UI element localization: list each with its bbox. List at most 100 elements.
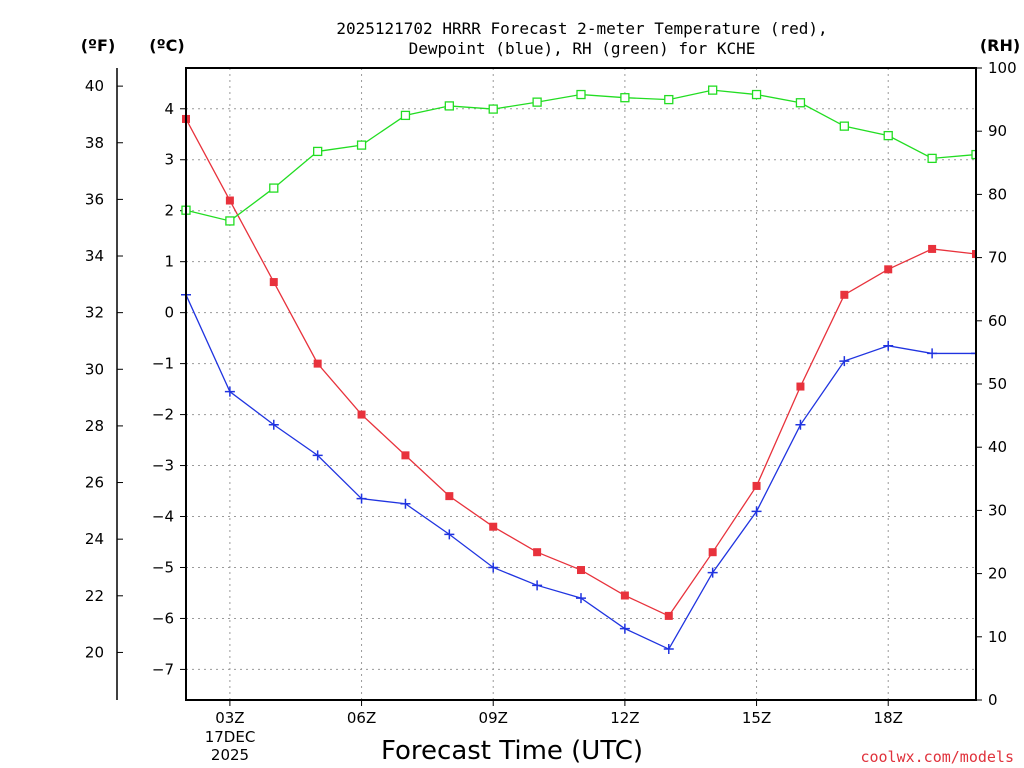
temperature-point <box>752 481 761 490</box>
temperature-point <box>269 278 278 287</box>
rh-tick-label: 40 <box>988 438 1007 456</box>
fahrenheit-tick-label: 34 <box>85 247 104 265</box>
rh-unit-label: (RH) <box>980 36 1020 55</box>
dewpoint-point <box>312 450 323 461</box>
celsius-tick-label: 3 <box>164 151 174 169</box>
fahrenheit-tick-label: 38 <box>85 134 104 152</box>
temperature-point <box>928 244 937 253</box>
temperature-point <box>489 522 498 531</box>
x-tick-label: 03Z <box>215 709 244 727</box>
rh-point <box>576 89 586 100</box>
temperature-point <box>445 492 454 501</box>
rh-point <box>839 121 849 131</box>
rh-tick-label: 10 <box>988 628 1007 646</box>
temperature-point <box>620 591 629 600</box>
celsius-tick-label: 4 <box>164 100 174 118</box>
celsius-tick-label: 2 <box>164 202 174 220</box>
dewpoint-point <box>839 356 850 367</box>
rh-point <box>883 130 893 141</box>
rh-tick-label: 90 <box>988 122 1007 140</box>
rh-point <box>532 97 542 107</box>
dewpoint-point <box>444 529 455 540</box>
chart-title-line1: 2025121702 HRRR Forecast 2-meter Tempera… <box>336 19 827 38</box>
rh-point <box>751 89 762 100</box>
rh-tick-label: 80 <box>988 185 1007 203</box>
x-tick-label: 12Z <box>610 709 639 727</box>
fahrenheit-unit-label: (ºF) <box>81 36 116 55</box>
credit-label: coolwx.com/models <box>860 748 1014 766</box>
dewpoint-point <box>356 493 367 504</box>
celsius-tick-label: 1 <box>164 253 174 271</box>
rh-point <box>269 183 279 193</box>
fahrenheit-tick-label: 32 <box>85 304 104 322</box>
date-label-day: 17DEC <box>205 728 256 746</box>
temperature-point <box>664 611 673 620</box>
dewpoint-point <box>883 340 894 351</box>
temperature-point <box>577 566 585 575</box>
temperature-point <box>840 290 849 299</box>
rh-tick-label: 100 <box>988 59 1017 77</box>
dewpoint-point <box>663 644 674 655</box>
dewpoint-point <box>927 348 938 359</box>
x-axis-title: Forecast Time (UTC) <box>381 736 643 766</box>
dewpoint-point <box>576 593 586 604</box>
temperature-point <box>533 548 542 557</box>
dewpoint-point <box>751 506 762 517</box>
plot-frame <box>185 67 977 701</box>
fahrenheit-tick-label: 40 <box>85 77 104 95</box>
temperature-point <box>884 265 893 274</box>
celsius-tick-label: −5 <box>152 558 174 576</box>
dewpoint-point <box>268 419 279 430</box>
temperature-point <box>972 250 976 259</box>
temperature-point <box>708 548 717 557</box>
celsius-tick-label: 0 <box>164 304 174 322</box>
x-tick-label: 09Z <box>479 709 508 727</box>
fahrenheit-tick-label: 26 <box>85 474 104 492</box>
rh-tick-label: 0 <box>988 691 998 709</box>
temperature-series-line <box>185 118 977 617</box>
rh-point <box>488 104 498 114</box>
temperature-point <box>401 451 410 460</box>
x-tick-label: 06Z <box>347 709 376 727</box>
dewpoint-point <box>400 498 411 509</box>
axes: 03Z 06Z 09Z 12Z 15Z 18Z−7−6−5−4−3−2−101234202… <box>85 59 1017 727</box>
celsius-tick-label: −2 <box>152 406 174 424</box>
rh-point <box>313 146 323 157</box>
dewpoint-point <box>532 580 543 591</box>
rh-tick-label: 30 <box>988 501 1007 519</box>
fahrenheit-tick-label: 36 <box>85 190 104 208</box>
celsius-tick-label: −1 <box>152 355 174 373</box>
fahrenheit-tick-label: 20 <box>85 643 104 661</box>
fahrenheit-tick-label: 22 <box>85 587 104 605</box>
fahrenheit-tick-label: 28 <box>85 417 104 435</box>
dewpoint-point <box>619 623 630 634</box>
celsius-tick-label: −3 <box>152 457 174 475</box>
rh-series-line <box>185 89 977 222</box>
temperature-point <box>357 410 366 419</box>
rh-point <box>356 140 367 150</box>
rh-point <box>225 216 235 226</box>
dewpoint-point <box>488 562 499 573</box>
celsius-tick-label: −7 <box>152 660 174 678</box>
fahrenheit-tick-label: 30 <box>85 360 104 378</box>
data-series <box>181 85 977 655</box>
temperature-point <box>796 382 805 391</box>
temperature-point <box>313 359 322 368</box>
rh-tick-label: 70 <box>988 249 1007 267</box>
rh-point <box>664 94 674 105</box>
rh-point <box>444 101 454 111</box>
celsius-tick-label: −6 <box>152 609 174 627</box>
x-tick-label: 15Z <box>742 709 771 727</box>
rh-tick-label: 20 <box>988 565 1007 583</box>
celsius-unit-label: (ºC) <box>149 36 184 55</box>
dewpoint-point <box>224 386 235 397</box>
rh-point <box>927 153 937 164</box>
date-label-year: 2025 <box>211 746 249 764</box>
chart-title-line2: Dewpoint (blue), RH (green) for KCHE <box>409 39 756 58</box>
temperature-point <box>225 196 234 205</box>
rh-tick-label: 60 <box>988 312 1007 330</box>
rh-point <box>708 85 718 95</box>
dewpoint-point <box>795 419 806 430</box>
fahrenheit-tick-label: 24 <box>85 530 104 548</box>
